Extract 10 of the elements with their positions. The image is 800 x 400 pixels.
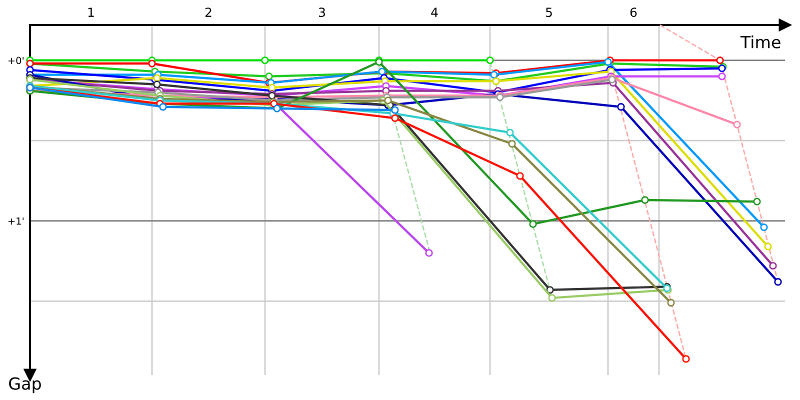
x-tick-label: 6 bbox=[630, 8, 637, 18]
y-tick-label: +1' bbox=[8, 217, 24, 225]
x-axis-title: Time bbox=[740, 36, 780, 48]
x-tick-label: 1 bbox=[88, 8, 94, 17]
x-tick-label: 3 bbox=[318, 8, 325, 18]
y-tick-label: +0' bbox=[8, 56, 24, 64]
x-tick-label: 5 bbox=[546, 8, 552, 18]
x-tick-label: 2 bbox=[205, 8, 212, 17]
y-axis-title: Gap bbox=[9, 377, 41, 394]
x-tick-label: 4 bbox=[431, 8, 438, 17]
